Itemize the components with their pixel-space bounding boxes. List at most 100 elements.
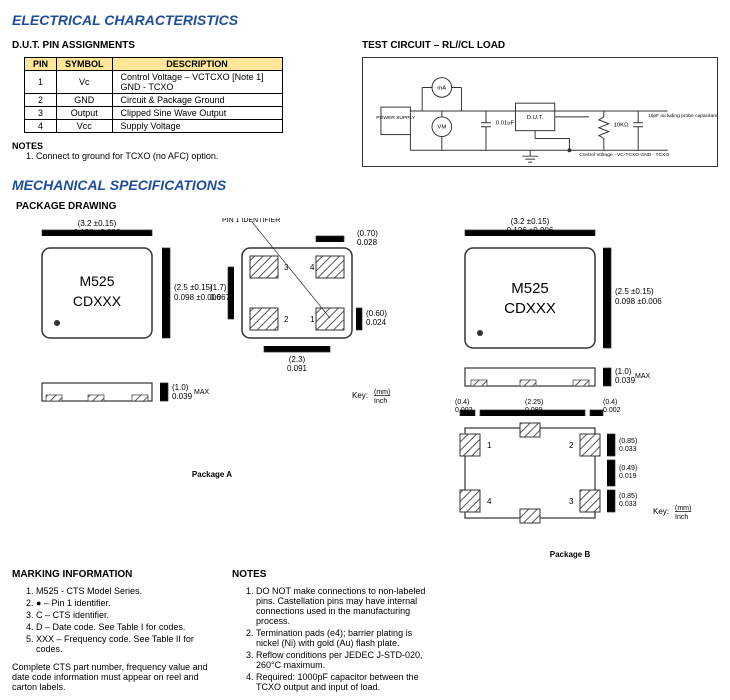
dim: 0.019 [619, 473, 637, 480]
list-item: C – CTS identifier. [36, 610, 222, 620]
package-a-area: M525 CDXXX (3.2 ±0.15) 0.126 ±0.006 (2.5… [12, 218, 412, 559]
pin-th-pin: PIN [25, 58, 57, 71]
dim: 0.091 [287, 364, 308, 373]
dim: (0.4) [455, 399, 469, 406]
package-b-label: Package B [422, 550, 718, 559]
svg-text:2: 2 [569, 441, 574, 450]
dim: (0.60) [366, 309, 387, 318]
test-circuit: TEST CIRCUIT – RL//CL LOAD [362, 36, 718, 167]
dim: 0.033 [619, 446, 637, 453]
electrical-grid: D.U.T. PIN ASSIGNMENTS PIN SYMBOL DESCRI… [12, 36, 718, 167]
notes-right: NOTES DO NOT make connections to non-lab… [232, 565, 432, 694]
key-units: (mm) [374, 389, 390, 396]
list-item: Required: 1000pF capacitor between the T… [256, 672, 432, 692]
dim: (2.5 ±0.15) [174, 283, 213, 292]
lbl-cl: 10pF including probe capacitance. [648, 113, 717, 119]
package-b-drawing: M525 CDXXX (3.2 ±0.15) 0.126 ±0.006 (2.5… [422, 218, 718, 548]
dim: 0.039 [615, 376, 636, 385]
marking-footer: Complete CTS part number, frequency valu… [12, 662, 222, 692]
dim: 0.024 [366, 318, 387, 327]
circuit-diagram: POWER SUPPLY mA VM 0.01uF D.U.T. 10KΩ 10… [362, 57, 718, 167]
svg-text:1: 1 [310, 315, 315, 324]
package-a-drawing: M525 CDXXX (3.2 ±0.15) 0.126 ±0.006 (2.5… [12, 218, 412, 468]
dim: (3.2 ±0.15) [78, 219, 117, 228]
table-row: 2 GND Circuit & Package Ground [25, 94, 283, 107]
test-circuit-title: TEST CIRCUIT – RL//CL LOAD [362, 40, 718, 51]
package-b-area: M525 CDXXX (3.2 ±0.15) 0.126 ±0.006 (2.5… [422, 218, 718, 559]
key-units2: Inch [675, 514, 688, 521]
dim: (1.7) [210, 283, 227, 292]
svg-text:3: 3 [569, 497, 574, 506]
lbl-power: POWER SUPPLY [376, 115, 416, 121]
pin-cell: 2 [25, 94, 57, 107]
table-row: 1 Vᴄ Control Voltage – VCTCXO [Note 1] G… [25, 71, 283, 94]
pin-cell: Supply Voltage [112, 120, 282, 133]
svg-text:4: 4 [310, 263, 315, 272]
table-row: 4 Vᴄᴄ Supply Voltage [25, 120, 283, 133]
part-top: M525 [79, 273, 114, 289]
pin-assignments: D.U.T. PIN ASSIGNMENTS PIN SYMBOL DESCRI… [12, 36, 342, 167]
part-bot: CDXXX [504, 300, 556, 317]
lbl-cap1: 0.01uF [496, 121, 515, 127]
pin-cell: Clipped Sine Wave Output [112, 107, 282, 120]
lbl-dut: D.U.T. [527, 115, 544, 121]
package-drawing-title: PACKAGE DRAWING [16, 201, 718, 212]
dim: 0.089 [525, 407, 543, 414]
pin-cell: 1 [25, 71, 57, 94]
dim: 0.002 [455, 407, 473, 414]
package-a-label: Package A [12, 470, 412, 479]
list-item: Termination pads (e4); barrier plating i… [256, 628, 432, 648]
pin-th-symbol: SYMBOL [57, 58, 113, 71]
note-item: Connect to ground for TCXO (no AFC) opti… [36, 151, 342, 161]
lbl-rl: 10KΩ [614, 123, 629, 129]
dim: (0.85) [619, 438, 637, 445]
key-units2: Inch [374, 398, 387, 405]
dim: (0.85) [619, 493, 637, 500]
list-item: Reflow conditions per JEDEC J-STD-020, 2… [256, 650, 432, 670]
dim: (2.3) [289, 355, 306, 364]
part-top: M525 [511, 280, 549, 297]
section-electrical: ELECTRICAL CHARACTERISTICS [12, 12, 718, 28]
dim: MAX [194, 389, 210, 396]
pin-cell: Output [57, 107, 113, 120]
part-bot: CDXXX [73, 293, 122, 309]
dim: 0.028 [357, 238, 378, 247]
pin-cell: Circuit & Package Ground [112, 94, 282, 107]
svg-text:2: 2 [284, 315, 289, 324]
pin-table: PIN SYMBOL DESCRIPTION 1 Vᴄ Control Volt… [24, 57, 283, 133]
notes-heading: NOTES [12, 141, 43, 151]
pin-th-desc: DESCRIPTION [112, 58, 282, 71]
dim: 0.126 ±0.006 [74, 228, 121, 237]
pin-cell: Vᴄ [57, 71, 113, 94]
dim: (2.5 ±0.15) [615, 287, 654, 296]
pin-cell: Control Voltage – VCTCXO [Note 1] GND - … [112, 71, 282, 94]
key-label: Key: [653, 507, 669, 516]
dim: (1.0) [172, 383, 189, 392]
pin-cell: 3 [25, 107, 57, 120]
key-units: (mm) [675, 505, 691, 512]
lbl-ma: mA [437, 85, 446, 91]
dim: 0.098 ±0.006 [615, 297, 662, 306]
mechanical-grid: M525 CDXXX (3.2 ±0.15) 0.126 ±0.006 (2.5… [12, 218, 718, 559]
pin-table-title: D.U.T. PIN ASSIGNMENTS [12, 40, 342, 51]
marking-info: MARKING INFORMATION M525 - CTS Model Ser… [12, 565, 222, 694]
bottom-info: MARKING INFORMATION M525 - CTS Model Ser… [12, 565, 718, 694]
pin1-id: PIN 1 IDENTIFIER [222, 218, 280, 224]
dim: (3.2 ±0.15) [511, 218, 550, 226]
dim: 0.039 [172, 392, 193, 401]
list-item: M525 - CTS Model Series. [36, 586, 222, 596]
svg-text:4: 4 [487, 497, 492, 506]
pin-notes: NOTES Connect to ground for TCXO (no AFC… [12, 141, 342, 161]
lbl-ctrl: Control Voltage - VC-TCXO GND - TCXO [579, 152, 669, 158]
dim: 0.126 ±0.006 [507, 226, 554, 235]
notes-right-title: NOTES [232, 569, 432, 580]
dim: (0.70) [357, 229, 378, 238]
list-item: DO NOT make connections to non-labeled p… [256, 586, 432, 626]
dim: (2.25) [525, 399, 543, 406]
dim: 0.067 [210, 293, 231, 302]
list-item: D – Date code. See Table I for codes. [36, 622, 222, 632]
dim: (0.4) [603, 399, 617, 406]
list-item: ● – Pin 1 identifier. [36, 598, 222, 608]
table-row: 3 Output Clipped Sine Wave Output [25, 107, 283, 120]
section-mechanical: MECHANICAL SPECIFICATIONS [12, 177, 718, 193]
